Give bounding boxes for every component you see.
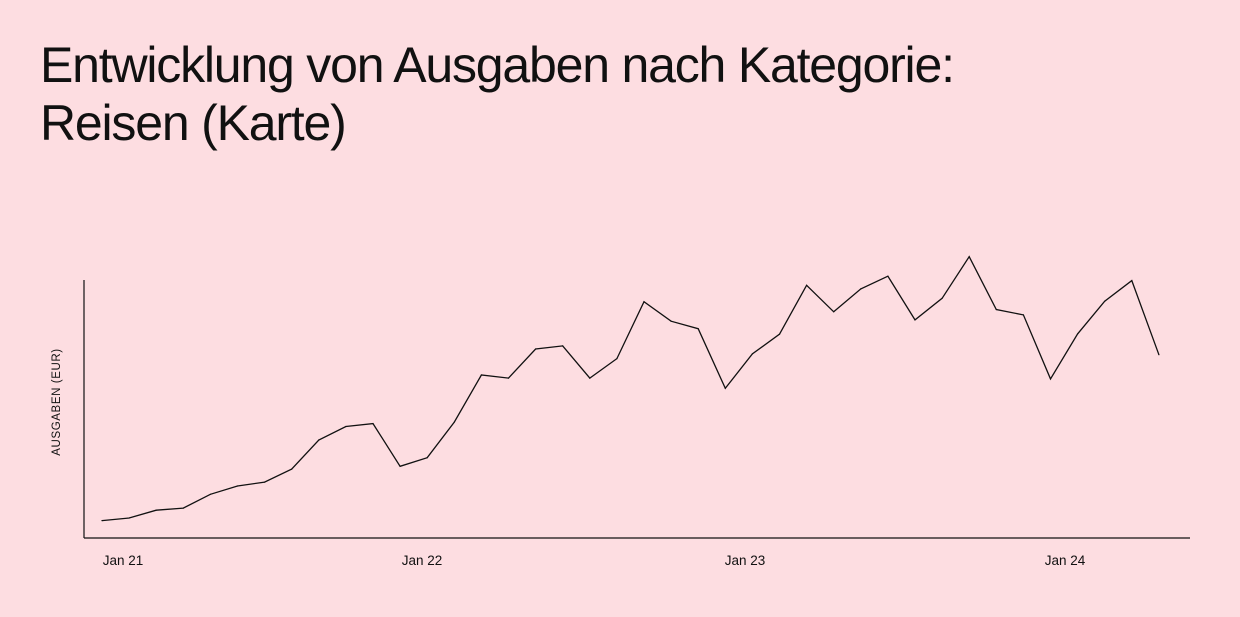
chart-title: Entwicklung von Ausgaben nach Kategorie:… <box>40 36 1140 152</box>
x-tick-label: Jan 23 <box>725 553 766 568</box>
data-point <box>318 439 320 441</box>
data-point <box>182 507 184 509</box>
data-point <box>345 425 347 428</box>
data-point <box>236 485 239 487</box>
data-point <box>616 358 618 360</box>
data-point <box>291 468 293 470</box>
data-point <box>562 345 564 347</box>
y-axis-label: AUSGABEN (EUR) <box>51 348 63 455</box>
data-point <box>399 465 401 467</box>
data-point <box>426 457 428 459</box>
x-tick-label: Jan 21 <box>103 553 144 568</box>
data-point <box>1077 333 1079 335</box>
data-point <box>724 387 726 389</box>
data-point <box>643 301 645 303</box>
data-point <box>1158 354 1160 356</box>
x-tick-label: Jan 24 <box>1045 553 1086 568</box>
data-point <box>128 517 130 519</box>
data-point <box>507 377 510 379</box>
data-point <box>264 481 266 483</box>
data-point <box>1131 280 1133 282</box>
series-line <box>101 255 1160 522</box>
series-layer <box>101 255 1160 522</box>
data-point <box>833 311 835 313</box>
chart-title-line-2: Reisen (Karte) <box>40 95 347 151</box>
data-point <box>589 377 591 379</box>
chart-title-line-1: Entwicklung von Ausgaben nach Kategorie: <box>40 37 955 93</box>
data-point <box>1049 378 1052 380</box>
data-point <box>453 421 455 423</box>
data-point <box>535 348 537 350</box>
data-point <box>697 328 699 330</box>
data-point <box>941 297 943 299</box>
data-point <box>372 423 374 425</box>
data-point <box>806 284 808 286</box>
data-point <box>968 256 970 258</box>
data-point <box>914 319 916 321</box>
data-point <box>480 374 482 376</box>
x-tick-labels: Jan 21 Jan 22 Jan 23 Jan 24 <box>103 553 1086 568</box>
data-point <box>670 320 672 322</box>
data-point <box>155 509 157 511</box>
x-tick-label: Jan 22 <box>402 553 443 568</box>
data-point <box>860 288 862 290</box>
data-point <box>778 333 781 335</box>
data-point <box>209 493 211 495</box>
data-point <box>1104 300 1106 302</box>
data-point <box>751 353 754 355</box>
data-point <box>995 308 997 311</box>
data-point <box>1022 314 1024 316</box>
data-point <box>101 520 103 522</box>
data-point <box>887 275 889 277</box>
